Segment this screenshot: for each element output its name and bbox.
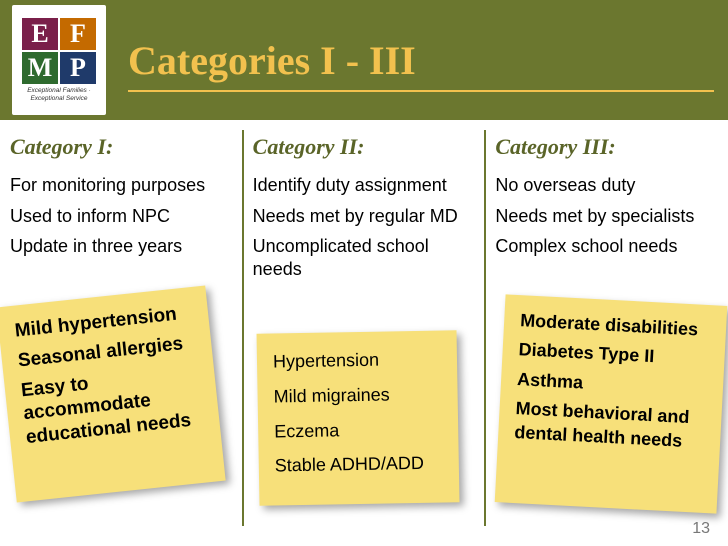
category-3-title: Category III:: [495, 134, 718, 160]
sticky-note-3: Moderate disabilities Diabetes Type II A…: [495, 294, 728, 513]
column-divider-2: [484, 130, 486, 526]
sticky-note-2: Hypertension Mild migraines Eczema Stabl…: [257, 330, 460, 505]
sticky-line: Diabetes Type II: [518, 339, 711, 372]
page-title: Categories I - III: [128, 37, 416, 84]
sticky-line: Mild migraines: [273, 379, 443, 411]
header-bar: E F M P Exceptional Families · Exception…: [0, 0, 728, 120]
sticky-line: Moderate disabilities: [520, 309, 713, 342]
bullet-text: For monitoring purposes: [10, 174, 233, 197]
bullet-text: Uncomplicated school needs: [253, 235, 476, 280]
bullet-text: Needs met by specialists: [495, 205, 718, 228]
sticky-line: Stable ADHD/ADD: [275, 449, 445, 481]
bullet-text: Update in three years: [10, 235, 233, 258]
category-1-title: Category I:: [10, 134, 233, 160]
logo-letter-p: P: [60, 52, 96, 84]
category-2-title: Category II:: [253, 134, 476, 160]
bullet-text: Complex school needs: [495, 235, 718, 258]
logo-caption: Exceptional Families · Exceptional Servi…: [12, 87, 106, 101]
page-number: 13: [692, 520, 710, 538]
title-underline: [128, 90, 714, 92]
bullet-text: No overseas duty: [495, 174, 718, 197]
sticky-note-1: Mild hypertension Seasonal allergies Eas…: [0, 286, 226, 503]
sticky-line: Hypertension: [273, 345, 443, 377]
logo-letter-e: E: [22, 18, 58, 50]
logo-letter-m: M: [22, 52, 58, 84]
bullet-text: Used to inform NPC: [10, 205, 233, 228]
sticky-line: Easy to accommodate educational needs: [20, 360, 206, 450]
category-2-bullets: Identify duty assignment Needs met by re…: [253, 174, 476, 280]
logo-grid: E F M P: [22, 18, 96, 84]
bullet-text: Needs met by regular MD: [253, 205, 476, 228]
sticky-line: Eczema: [274, 414, 444, 446]
category-1-bullets: For monitoring purposes Used to inform N…: [10, 174, 233, 258]
bullet-text: Identify duty assignment: [253, 174, 476, 197]
efmp-logo: E F M P Exceptional Families · Exception…: [12, 5, 106, 115]
sticky-line: Asthma: [517, 368, 710, 401]
column-divider-1: [242, 130, 244, 526]
logo-letter-f: F: [60, 18, 96, 50]
sticky-line: Most behavioral and dental health needs: [514, 397, 708, 454]
category-3-bullets: No overseas duty Needs met by specialist…: [495, 174, 718, 258]
